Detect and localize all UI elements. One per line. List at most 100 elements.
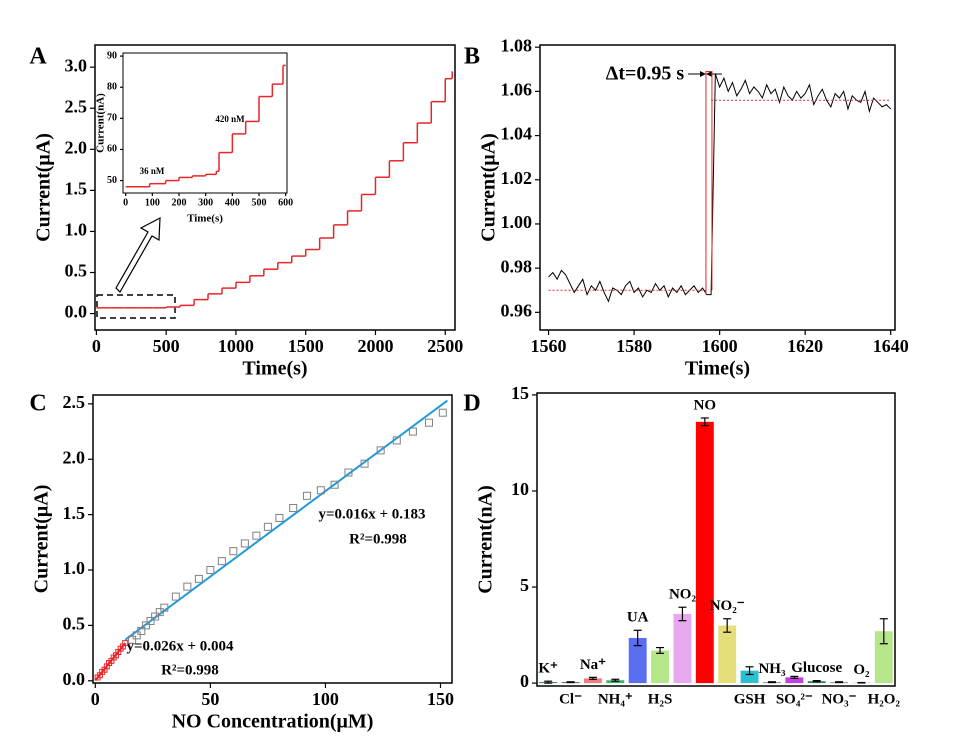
bar xyxy=(583,678,602,684)
y-tick-label: 0.0 xyxy=(65,302,88,322)
annotation: y=0.016x + 0.183 xyxy=(318,506,425,522)
point xyxy=(155,608,164,617)
bar xyxy=(874,631,893,684)
zoom-box xyxy=(96,294,176,319)
y-axis-title: Current(nA) xyxy=(95,93,107,153)
point xyxy=(151,612,160,621)
bar xyxy=(673,613,692,684)
y-tick-label: 1.04 xyxy=(501,124,533,144)
y-tick-label: 1.5 xyxy=(63,503,86,523)
y-tick-label: 1.5 xyxy=(65,178,88,198)
x-tick-label: 0 xyxy=(123,197,128,208)
y-tick-label: 0.98 xyxy=(501,256,533,276)
category-label: NO₂ xyxy=(669,587,697,603)
category-label: NO₂⁻ xyxy=(710,598,745,614)
point xyxy=(206,566,215,575)
point xyxy=(132,631,141,640)
x-tick-label: 500 xyxy=(153,336,180,356)
y-axis-title: Current(μA) xyxy=(33,133,55,242)
x-tick-label: 2500 xyxy=(427,336,463,356)
annotation: 420 nM xyxy=(215,114,245,124)
category-label: UA xyxy=(627,610,649,626)
point xyxy=(229,547,238,556)
x-tick-label: 300 xyxy=(198,197,213,208)
y-axis-title: Current(μA) xyxy=(31,485,53,594)
point xyxy=(316,486,325,495)
bar xyxy=(785,677,804,684)
point xyxy=(330,480,339,489)
category-label: H₂S xyxy=(648,691,673,707)
y-tick-label: 50 xyxy=(107,175,117,186)
category-label: H₂O₂ xyxy=(868,691,901,707)
category-label: NH₄⁺ xyxy=(598,691,633,707)
x-tick-label: 600 xyxy=(278,197,293,208)
point xyxy=(303,491,312,500)
line xyxy=(548,73,892,303)
x-axis-title: Time(s) xyxy=(187,213,223,225)
point xyxy=(183,582,192,591)
point xyxy=(160,603,169,612)
x-tick-label: 50 xyxy=(201,689,219,709)
x-tick-label: 1560 xyxy=(531,336,567,356)
x-tick-label: 2000 xyxy=(357,336,393,356)
y-tick-label: 2.0 xyxy=(65,137,88,157)
plot-frame xyxy=(92,394,453,684)
bar xyxy=(718,625,737,684)
y-axis-title: Current(μA) xyxy=(478,133,500,242)
y-tick-label: 1.06 xyxy=(501,80,533,100)
point xyxy=(194,574,203,583)
x-tick-label: 0 xyxy=(92,336,101,356)
x-tick-label: 1000 xyxy=(218,336,254,356)
category-label: Na⁺ xyxy=(580,657,606,673)
y-tick-label: 80 xyxy=(107,82,117,93)
y-tick-label: 2.0 xyxy=(63,447,86,467)
x-tick-label: 200 xyxy=(172,197,187,208)
point xyxy=(141,621,150,630)
bar xyxy=(651,650,670,684)
x-tick-label: 150 xyxy=(427,689,454,709)
y-tick-label: 10 xyxy=(511,479,529,499)
y-tick-label: 90 xyxy=(107,50,117,61)
plot-frame xyxy=(536,392,896,687)
y-tick-label: 0.5 xyxy=(65,261,88,281)
annotation: y=0.026x + 0.004 xyxy=(126,638,234,654)
x-tick-label: 1640 xyxy=(873,336,909,356)
category-label: K⁺ xyxy=(538,661,558,677)
y-tick-label: 0 xyxy=(520,671,529,691)
x-tick-label: 100 xyxy=(145,197,160,208)
plot-frame xyxy=(122,52,288,194)
x-axis-title: Time(s) xyxy=(685,358,750,380)
y-tick-label: 1.0 xyxy=(65,220,88,240)
category-label: SO₄²⁻ xyxy=(776,691,813,707)
y-tick-label: 60 xyxy=(107,144,117,155)
category-label: NO₃⁻ xyxy=(822,691,857,707)
bar xyxy=(740,670,759,684)
y-tick-label: 3.0 xyxy=(65,55,88,75)
category-label: NO xyxy=(694,397,717,413)
y-tick-label: 2.5 xyxy=(63,392,86,412)
plot-frame xyxy=(94,44,456,331)
category-label: Cl⁻ xyxy=(559,691,582,707)
annotation: Δt=0.95 s xyxy=(606,63,685,85)
x-tick-label: 0 xyxy=(91,689,100,709)
point xyxy=(146,616,155,625)
y-axis-title: Current(nA) xyxy=(475,485,497,594)
y-tick-label: 0.5 xyxy=(63,614,86,634)
point xyxy=(137,626,146,635)
x-axis-title: NO Concentration(μM) xyxy=(172,711,374,733)
bar xyxy=(695,421,714,684)
point xyxy=(263,522,272,531)
point xyxy=(376,446,385,455)
point xyxy=(438,408,447,417)
point xyxy=(240,539,249,548)
y-tick-label: 0.0 xyxy=(63,669,86,689)
point xyxy=(424,418,433,427)
x-tick-label: 1620 xyxy=(787,336,823,356)
panel-label: B xyxy=(464,44,480,70)
point xyxy=(171,592,180,601)
x-tick-label: 1600 xyxy=(702,336,738,356)
x-axis-title: Time(s) xyxy=(242,358,307,380)
point xyxy=(252,531,261,540)
y-tick-label: 1.02 xyxy=(501,168,533,188)
